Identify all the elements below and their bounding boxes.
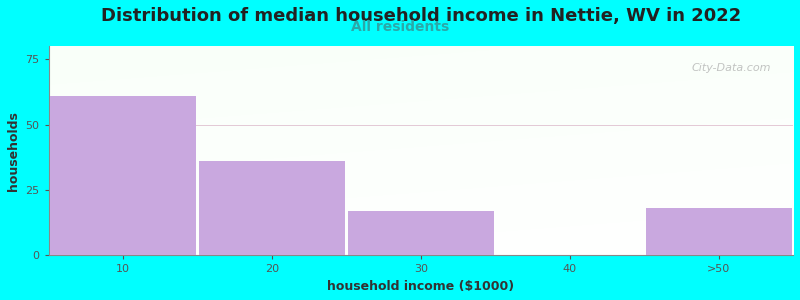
Bar xyxy=(646,208,791,256)
Y-axis label: households: households xyxy=(7,111,20,190)
Bar xyxy=(50,96,196,256)
Text: City-Data.com: City-Data.com xyxy=(691,63,770,73)
Bar xyxy=(199,161,345,256)
Title: Distribution of median household income in Nettie, WV in 2022: Distribution of median household income … xyxy=(101,7,741,25)
Bar xyxy=(348,211,494,256)
Text: All residents: All residents xyxy=(351,20,449,34)
X-axis label: household income ($1000): household income ($1000) xyxy=(327,280,514,293)
